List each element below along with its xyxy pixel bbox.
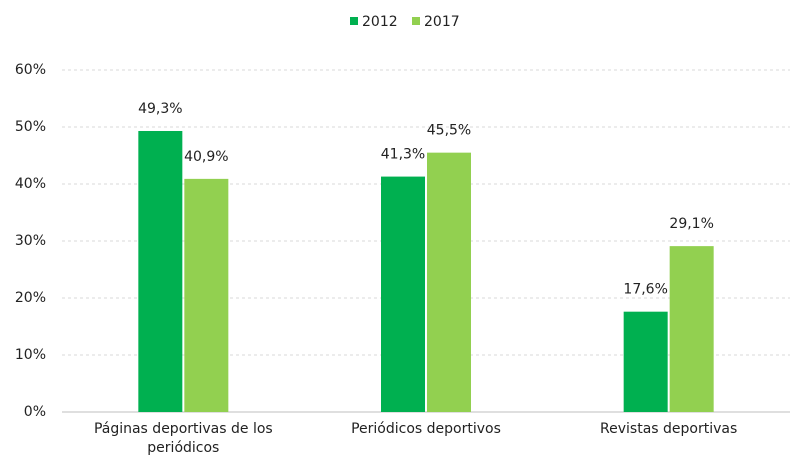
legend-label: 2017 <box>424 14 460 30</box>
bar <box>427 152 471 412</box>
data-label: 40,9% <box>184 149 228 165</box>
bar <box>623 311 668 412</box>
data-label: 49,3% <box>138 101 182 117</box>
data-label: 41,3% <box>381 147 425 163</box>
data-label: 45,5% <box>427 123 471 139</box>
x-tick-label: Revistas deportivas <box>600 421 738 437</box>
legend-swatch <box>412 17 420 25</box>
legend-label: 2012 <box>362 14 398 30</box>
y-tick-label: 0% <box>24 404 46 420</box>
x-tick-label-box: Revistas deportivas <box>600 421 738 437</box>
y-tick-label: 20% <box>15 290 46 306</box>
data-label: 29,1% <box>669 216 713 232</box>
y-tick-label: 50% <box>15 119 46 135</box>
x-tick-label-box: Periódicos deportivos <box>351 421 501 437</box>
x-tick-label: Periódicos deportivos <box>351 421 501 437</box>
y-tick-label: 30% <box>15 233 46 249</box>
legend-swatch <box>350 17 358 25</box>
bar <box>381 176 425 412</box>
bar <box>184 178 229 412</box>
data-label: 17,6% <box>623 282 667 298</box>
y-tick-label: 10% <box>15 347 46 363</box>
y-tick-label: 60% <box>15 62 46 78</box>
bar <box>138 130 183 413</box>
x-tick-label-box: Páginas deportivas de los periódicos <box>93 421 273 456</box>
bar <box>669 246 714 412</box>
y-tick-label: 40% <box>15 176 46 192</box>
x-tick-label: Páginas deportivas de los periódicos <box>93 421 273 456</box>
